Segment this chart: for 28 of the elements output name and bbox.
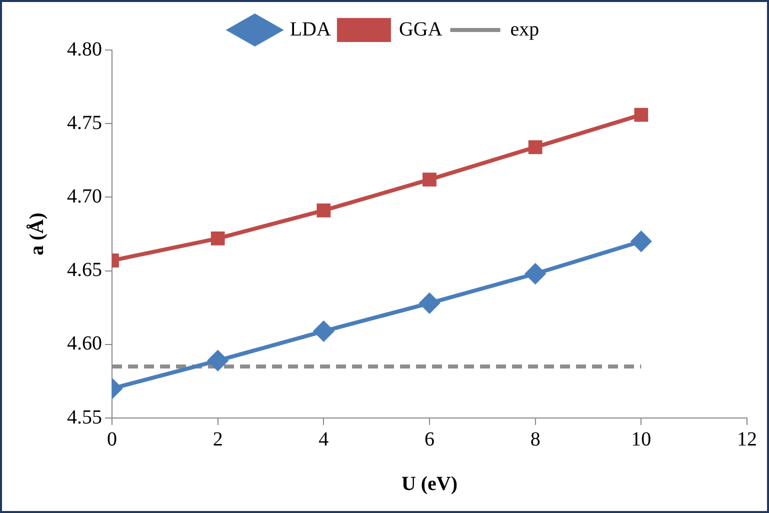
point: [210, 231, 225, 246]
point: [631, 231, 652, 252]
point: [420, 293, 440, 314]
y-tick-label: 4.60: [67, 332, 102, 355]
x-tick-label: 10: [631, 428, 652, 450]
legend-label: exp: [510, 18, 540, 40]
point: [316, 204, 331, 218]
point: [208, 350, 228, 371]
point: [525, 264, 546, 284]
x-tick-label: 4: [318, 428, 329, 450]
y-tick-label: 4.70: [67, 185, 102, 208]
y-tick-label: 4.55: [67, 406, 102, 428]
x-tick-label: 6: [424, 428, 434, 450]
point: [634, 108, 648, 122]
legend-label: GGA: [398, 18, 443, 40]
legend-label: LDA: [290, 18, 332, 40]
x-axis-title: U (eV): [401, 473, 458, 496]
x-tick-label: 12: [737, 428, 757, 450]
x-tick-label: 2: [212, 428, 223, 450]
point: [422, 172, 436, 186]
y-tick-label: 4.80: [67, 38, 102, 60]
x-tick-label: 8: [530, 428, 540, 450]
point: [528, 140, 542, 154]
point: [314, 321, 334, 342]
y-tick-label: 4.65: [67, 259, 102, 282]
y-axis-title: a (Å): [26, 212, 48, 256]
x-tick-label: 0: [107, 428, 117, 450]
y-tick-label: 4.75: [67, 112, 102, 134]
